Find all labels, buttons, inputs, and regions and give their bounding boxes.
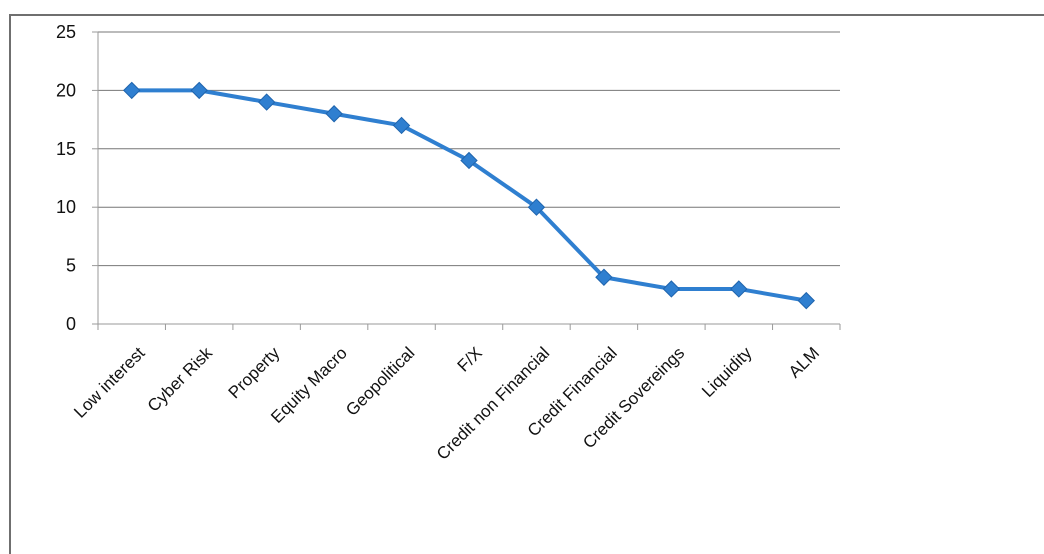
y-tick-label: 25 — [56, 22, 76, 42]
data-point-marker — [257, 93, 276, 111]
x-category-label: Low interest — [70, 343, 148, 421]
data-point-marker — [123, 81, 141, 100]
x-category-label: Property — [225, 343, 284, 402]
data-point-marker — [662, 280, 681, 298]
x-category-label: Liquidity — [698, 343, 756, 401]
x-category-label: F/X — [454, 343, 486, 375]
data-point-marker — [392, 116, 411, 135]
data-point-marker — [325, 105, 343, 123]
data-point-marker — [190, 81, 208, 100]
chart-frame — [9, 14, 1044, 554]
x-category-label: ALM — [785, 343, 823, 381]
y-tick-label: 0 — [66, 314, 76, 334]
x-category-label: Credit non Financial — [433, 343, 553, 463]
data-point-marker — [460, 151, 478, 170]
axes — [92, 31, 841, 330]
y-tick-label: 20 — [56, 80, 76, 100]
data-series — [123, 81, 815, 310]
data-point-marker — [527, 198, 546, 216]
x-category-label: Geopolitical — [342, 343, 418, 419]
x-category-label: Cyber Risk — [144, 343, 217, 416]
gridlines — [98, 31, 840, 267]
series-line — [131, 88, 807, 303]
data-point-marker — [730, 280, 748, 298]
y-axis-tick-labels: 0 5 10 15 20 25 — [56, 22, 76, 334]
y-tick-label: 15 — [56, 139, 76, 159]
y-tick-label: 10 — [56, 197, 76, 217]
data-point-marker — [797, 291, 815, 310]
y-tick-label: 5 — [66, 256, 76, 276]
data-point-marker — [595, 268, 613, 286]
